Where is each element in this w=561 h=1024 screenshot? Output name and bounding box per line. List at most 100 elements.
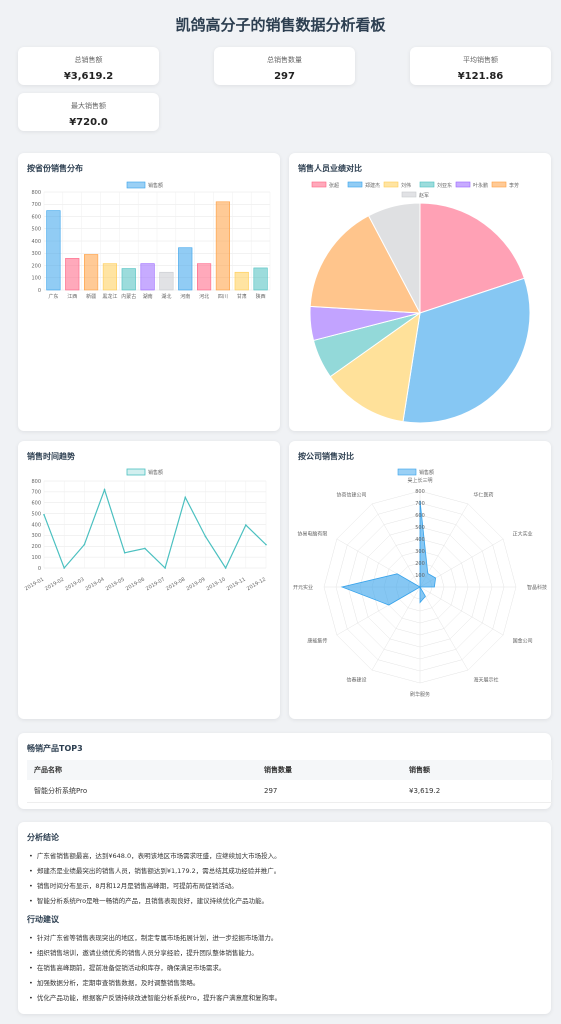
x-tick-label: 2019-04 bbox=[84, 577, 105, 593]
data-point bbox=[144, 547, 146, 550]
legend-label: 刘伟 bbox=[401, 182, 411, 189]
legend-swatch bbox=[397, 468, 417, 476]
x-tick-label: 甘肃 bbox=[237, 293, 247, 300]
legend-label: 郑建杰 bbox=[365, 182, 380, 189]
radar-tick-label: 600 bbox=[415, 513, 425, 519]
data-point bbox=[164, 567, 166, 569]
stat-card-total-quantity: 总销售数量 297 bbox=[214, 47, 355, 85]
y-tick-label: 800 bbox=[31, 190, 41, 196]
panel-title: 销售人员业绩对比 bbox=[298, 164, 362, 173]
data-point bbox=[83, 543, 86, 546]
analysis-panel: 分析结论 广东省销售额最高，达到¥648.0，表明该地区市场需求旺盛，应继续加大… bbox=[18, 822, 551, 1014]
data-point bbox=[184, 496, 187, 499]
y-tick-label: 500 bbox=[31, 511, 41, 517]
x-tick-label: 四川 bbox=[218, 294, 228, 300]
analysis-item: 智能分析系统Pro是唯一畅销的产品，且销售表现良好，建议持续优化产品功能。 bbox=[29, 895, 268, 905]
radar-axis-label: 开元实业 bbox=[293, 584, 313, 591]
bar bbox=[140, 263, 155, 291]
radar-tick-label: 200 bbox=[415, 561, 425, 567]
radar-tick-label: 700 bbox=[415, 501, 425, 507]
table-row: 智能分析系统Pro 297 ¥3,619.2 bbox=[27, 780, 552, 803]
legend-swatch bbox=[419, 181, 435, 188]
x-tick-label: 2019-09 bbox=[185, 577, 206, 593]
stat-value: ¥720.0 bbox=[69, 117, 108, 128]
radar-tick-label: 100 bbox=[415, 573, 425, 579]
stat-value: 297 bbox=[274, 71, 295, 82]
bar bbox=[178, 247, 193, 291]
table-cell: 智能分析系统Pro bbox=[27, 780, 257, 803]
trend-chart-panel: 销售时间趋势 销售额 0 100 200 300 400 500 600 700 800 2019-… bbox=[18, 441, 280, 719]
legend-label: 刘亚东 bbox=[437, 182, 452, 189]
y-tick-label: 400 bbox=[31, 239, 41, 245]
stat-value: ¥121.86 bbox=[457, 71, 504, 82]
legend-swatch bbox=[126, 181, 146, 189]
bar bbox=[234, 271, 249, 291]
column-header: 销售额 bbox=[402, 760, 552, 780]
y-tick-label: 300 bbox=[31, 533, 41, 539]
bar bbox=[46, 210, 61, 291]
action-item: 针对广东省等销售表现突出的地区，制定专属市场拓展计划，进一步挖掘市场潜力。 bbox=[29, 932, 278, 942]
stat-label: 平均销售额 bbox=[463, 56, 498, 64]
radar-axis-label: 协商信建公司 bbox=[336, 491, 366, 498]
x-tick-label: 2019-01 bbox=[24, 577, 45, 593]
bar bbox=[84, 254, 99, 291]
legend-swatch bbox=[491, 181, 507, 188]
bar bbox=[215, 201, 230, 291]
x-tick-label: 湖北 bbox=[161, 293, 171, 300]
pie-slice bbox=[402, 277, 531, 424]
x-tick-label: 2019-11 bbox=[226, 577, 247, 593]
y-tick-label: 0 bbox=[38, 288, 41, 294]
y-tick-label: 100 bbox=[31, 276, 41, 282]
x-tick-label: 2019-10 bbox=[206, 577, 227, 593]
x-tick-label: 河南 bbox=[180, 293, 190, 300]
radar-axis-label: 智晶科技 bbox=[527, 584, 547, 591]
bar bbox=[159, 271, 174, 291]
panel-title: 按省份销售分布 bbox=[27, 164, 83, 173]
x-tick-label: 2019-06 bbox=[125, 577, 146, 593]
panel-title: 畅销产品TOP3 bbox=[27, 744, 83, 753]
y-tick-label: 100 bbox=[31, 555, 41, 561]
x-tick-label: 2019-03 bbox=[64, 577, 85, 593]
table-cell: 297 bbox=[257, 780, 402, 803]
bar bbox=[102, 263, 117, 291]
legend-label: 销售额 bbox=[148, 469, 163, 476]
province-bar-chart: 销售额 0 100 200 300 400 500 600 700 800 广东 江西 新疆 黑龙江 内蒙古… bbox=[31, 181, 271, 300]
radar-tick-label: 300 bbox=[415, 549, 425, 555]
page-title: 凯鸽高分子的销售数据分析看板 bbox=[175, 16, 386, 34]
legend-label: 销售额 bbox=[419, 469, 434, 476]
data-point bbox=[204, 535, 207, 538]
radar-axis-label: 华仁医药 bbox=[474, 491, 494, 498]
legend-label: 李芳 bbox=[509, 182, 519, 189]
stat-card-average-sales: 平均销售额 ¥121.86 bbox=[410, 47, 551, 85]
panel-title: 按公司销售对比 bbox=[298, 452, 354, 461]
company-chart-panel: 按公司销售对比 销售额 昊上长三明 华仁医药 正大实业 智晶科技 国金公司 海天展示社 刷华服… bbox=[289, 441, 551, 719]
radar-axis-label: 国金公司 bbox=[513, 638, 533, 645]
pie-slice bbox=[309, 215, 421, 314]
y-tick-label: 800 bbox=[31, 479, 41, 485]
x-tick-label: 河北 bbox=[199, 293, 209, 300]
stat-label: 总销售额 bbox=[74, 56, 103, 64]
legend-swatch bbox=[383, 181, 399, 188]
y-tick-label: 300 bbox=[31, 251, 41, 257]
x-tick-label: 2019-05 bbox=[105, 577, 126, 593]
stat-value: ¥3,619.2 bbox=[63, 71, 114, 82]
legend-swatch bbox=[347, 181, 363, 188]
x-tick-label: 2019-12 bbox=[246, 577, 267, 593]
action-item: 在销售高峰期前，提前准备促销活动和库存，确保满足市场需求。 bbox=[29, 962, 226, 972]
radar-spoke bbox=[371, 586, 421, 671]
analysis-item: 广东省销售额最高，达到¥648.0，表明该地区市场需求旺盛，应继续加大市场投入。 bbox=[29, 850, 281, 860]
radar-axis-label: 康能集传 bbox=[307, 638, 327, 645]
column-header: 销售数量 bbox=[257, 760, 402, 780]
radar-area bbox=[340, 500, 437, 606]
radar-spoke bbox=[419, 586, 469, 671]
legend-swatch bbox=[126, 468, 146, 476]
x-tick-label: 2019-02 bbox=[44, 577, 65, 593]
legend-label: 叶永鹏 bbox=[473, 182, 488, 189]
bar bbox=[253, 267, 268, 291]
radar-axis-label: 协易电脑有限 bbox=[297, 531, 327, 538]
y-tick-label: 500 bbox=[31, 227, 41, 233]
x-tick-label: 广东 bbox=[48, 293, 58, 300]
x-tick-label: 江西 bbox=[67, 293, 77, 300]
